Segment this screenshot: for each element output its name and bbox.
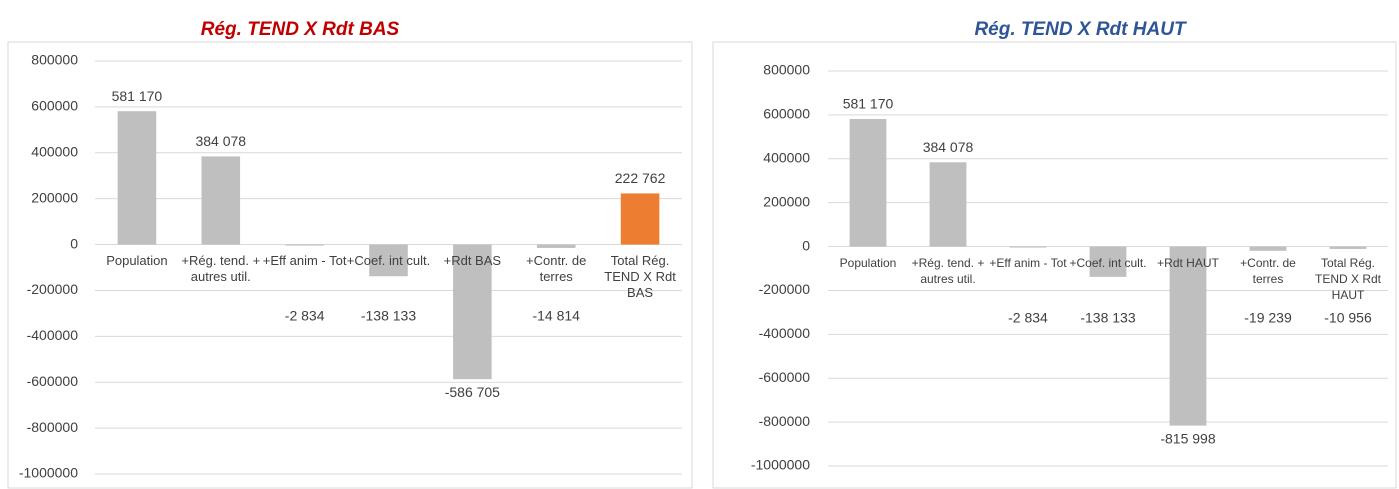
- data-label: 384 078: [923, 139, 974, 155]
- bar: [849, 119, 887, 247]
- y-tick-label: -400000: [27, 327, 79, 343]
- x-tick-label: Total Rég. TEND X Rdt BAS: [604, 252, 676, 300]
- x-label-box: +Coef. int cult.: [1069, 255, 1147, 270]
- x-label-box: +Rdt HAUT: [1157, 255, 1219, 270]
- data-label: 581 170: [843, 96, 894, 112]
- x-tick-label: Total Rég. TEND X Rdt HAUT: [1314, 255, 1381, 302]
- y-tick-label: 600000: [763, 106, 810, 122]
- bar: [1249, 246, 1287, 251]
- x-label-box: +Coef. int cult.: [346, 252, 431, 268]
- x-label-box: +Rég. tend. + autres util.: [181, 252, 261, 284]
- bar: [201, 156, 241, 245]
- bar: [929, 162, 967, 247]
- y-tick-label: -200000: [27, 281, 79, 297]
- data-label: -14 814: [532, 307, 580, 323]
- data-label: -19 239: [1244, 309, 1292, 325]
- x-tick-label: Population: [839, 255, 897, 270]
- y-tick-label: 800000: [763, 62, 810, 78]
- x-tick-label: +Rdt BAS: [443, 252, 502, 268]
- data-label: -2 834: [285, 307, 325, 323]
- x-tick-label: +Coef. int cult.: [1069, 255, 1147, 270]
- y-tick-label: 400000: [763, 149, 810, 165]
- bar: [620, 193, 660, 245]
- y-tick-label: -1000000: [751, 457, 810, 473]
- panel-frame: [712, 41, 1397, 489]
- y-tick-label: 800000: [31, 52, 78, 68]
- y-tick-label: 0: [70, 235, 78, 251]
- y-tick-label: 600000: [31, 98, 78, 114]
- y-tick-label: -800000: [759, 413, 811, 429]
- bar: [453, 244, 492, 380]
- y-tick-label: -400000: [759, 325, 811, 341]
- data-label: 384 078: [195, 133, 246, 149]
- data-label: -138 133: [1080, 309, 1135, 325]
- x-label-box: Population: [106, 252, 168, 268]
- x-tick-label: +Contr. de terres: [1240, 255, 1296, 286]
- y-tick-label: 200000: [31, 189, 78, 205]
- y-tick-label: -600000: [759, 369, 811, 385]
- x-tick-label: +Rég. tend. + autres util.: [911, 255, 985, 286]
- x-label-box: Total Rég. TEND X Rdt HAUT: [1314, 255, 1381, 302]
- y-tick-label: -1000000: [19, 465, 78, 481]
- x-tick-label: +Eff anim - Tot: [989, 255, 1067, 270]
- bar: [369, 244, 408, 277]
- x-label-box: +Eff anim - Tot: [989, 255, 1067, 270]
- x-tick-label: +Eff anim - Tot: [262, 252, 347, 268]
- y-tick-label: 200000: [763, 193, 810, 209]
- x-label-box: +Contr. de terres: [1240, 255, 1296, 286]
- y-tick-label: -600000: [27, 373, 79, 389]
- x-tick-label: +Rég. tend. + autres util.: [181, 252, 261, 284]
- bar: [117, 111, 157, 245]
- panel-frame: [7, 41, 693, 489]
- chart-title: Rég. TEND X Rdt HAUT: [974, 19, 1187, 40]
- x-tick-label: Population: [106, 252, 168, 268]
- data-label: -2 834: [1008, 309, 1048, 325]
- data-label: -815 998: [1160, 430, 1215, 446]
- y-tick-label: -200000: [759, 281, 811, 297]
- x-tick-label: +Coef. int cult.: [346, 252, 431, 268]
- x-label-box: +Rdt BAS: [443, 252, 502, 268]
- bar: [1089, 246, 1127, 277]
- bar: [1009, 246, 1047, 248]
- bar: [1329, 246, 1367, 249]
- x-label-box: +Contr. de terres: [526, 252, 587, 284]
- y-tick-label: -800000: [27, 419, 79, 435]
- data-label: -586 705: [445, 384, 500, 400]
- bar: [1169, 246, 1207, 426]
- x-tick-label: +Rdt HAUT: [1157, 255, 1219, 270]
- x-label-box: +Eff anim - Tot: [262, 252, 347, 268]
- x-label-box: +Rég. tend. + autres util.: [911, 255, 985, 286]
- data-label: -10 956: [1324, 309, 1372, 325]
- bar: [536, 244, 576, 248]
- x-tick-label: +Contr. de terres: [526, 252, 587, 284]
- data-label: -138 133: [361, 307, 416, 323]
- x-label-box: Total Rég. TEND X Rdt BAS: [604, 252, 676, 300]
- bar: [285, 244, 324, 246]
- data-label: 581 170: [112, 88, 163, 104]
- y-tick-label: 400000: [31, 143, 78, 159]
- x-label-box: Population: [839, 255, 897, 270]
- chart-title: Rég. TEND X Rdt BAS: [201, 19, 400, 40]
- y-tick-label: 0: [802, 237, 810, 253]
- data-label: 222 762: [615, 170, 666, 186]
